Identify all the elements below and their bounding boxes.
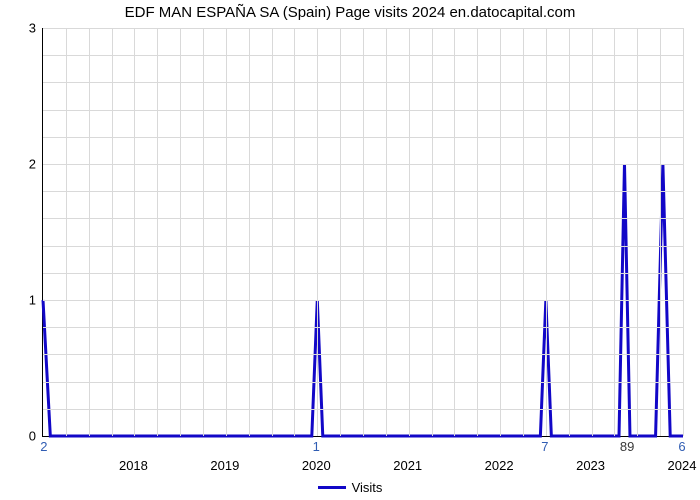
gridline-v-minor [477, 28, 478, 436]
xtick-label: 2024 [668, 458, 697, 473]
chart-title: EDF MAN ESPAÑA SA (Spain) Page visits 20… [0, 4, 700, 21]
gridline-v [592, 28, 593, 436]
chart-container: EDF MAN ESPAÑA SA (Spain) Page visits 20… [0, 0, 700, 500]
gridline-v-minor [363, 28, 364, 436]
data-annotation: 7 [541, 439, 548, 454]
xtick-label: 2019 [210, 458, 239, 473]
gridline-v [409, 28, 410, 436]
ytick-label: 1 [18, 293, 36, 308]
gridline-v-minor [249, 28, 250, 436]
data-annotation: 6 [678, 439, 685, 454]
gridline-v-minor [523, 28, 524, 436]
gridline-v-minor [614, 28, 615, 436]
xtick-label: 2022 [485, 458, 514, 473]
gridline-v [683, 28, 684, 436]
xtick-label: 2023 [576, 458, 605, 473]
gridline-v [134, 28, 135, 436]
gridline-v-minor [660, 28, 661, 436]
gridline-v-minor [569, 28, 570, 436]
xtick-label: 2020 [302, 458, 331, 473]
data-annotation: 89 [620, 439, 634, 454]
gridline-v-minor [454, 28, 455, 436]
legend-label: Visits [352, 480, 383, 495]
legend-item: Visits [318, 480, 383, 495]
gridline-v-minor [272, 28, 273, 436]
xtick-label: 2021 [393, 458, 422, 473]
gridline-v-minor [203, 28, 204, 436]
gridline-v-minor [340, 28, 341, 436]
gridline-v-minor [637, 28, 638, 436]
legend-swatch [318, 486, 346, 489]
gridline-v-minor [157, 28, 158, 436]
gridline-v-minor [180, 28, 181, 436]
gridline-v [317, 28, 318, 436]
ytick-label: 2 [18, 157, 36, 172]
gridline-v-minor [89, 28, 90, 436]
gridline-v-minor [294, 28, 295, 436]
gridline-v [500, 28, 501, 436]
xtick-label: 2018 [119, 458, 148, 473]
data-annotation: 1 [313, 439, 320, 454]
plot-area [42, 28, 683, 437]
ytick-label: 3 [18, 21, 36, 36]
ytick-label: 0 [18, 429, 36, 444]
gridline-v-minor [386, 28, 387, 436]
gridline-v-minor [112, 28, 113, 436]
gridline-v-minor [546, 28, 547, 436]
gridline-v [226, 28, 227, 436]
gridline-v-minor [66, 28, 67, 436]
data-annotation: 2 [40, 439, 47, 454]
legend: Visits [0, 476, 700, 495]
gridline-v-minor [432, 28, 433, 436]
